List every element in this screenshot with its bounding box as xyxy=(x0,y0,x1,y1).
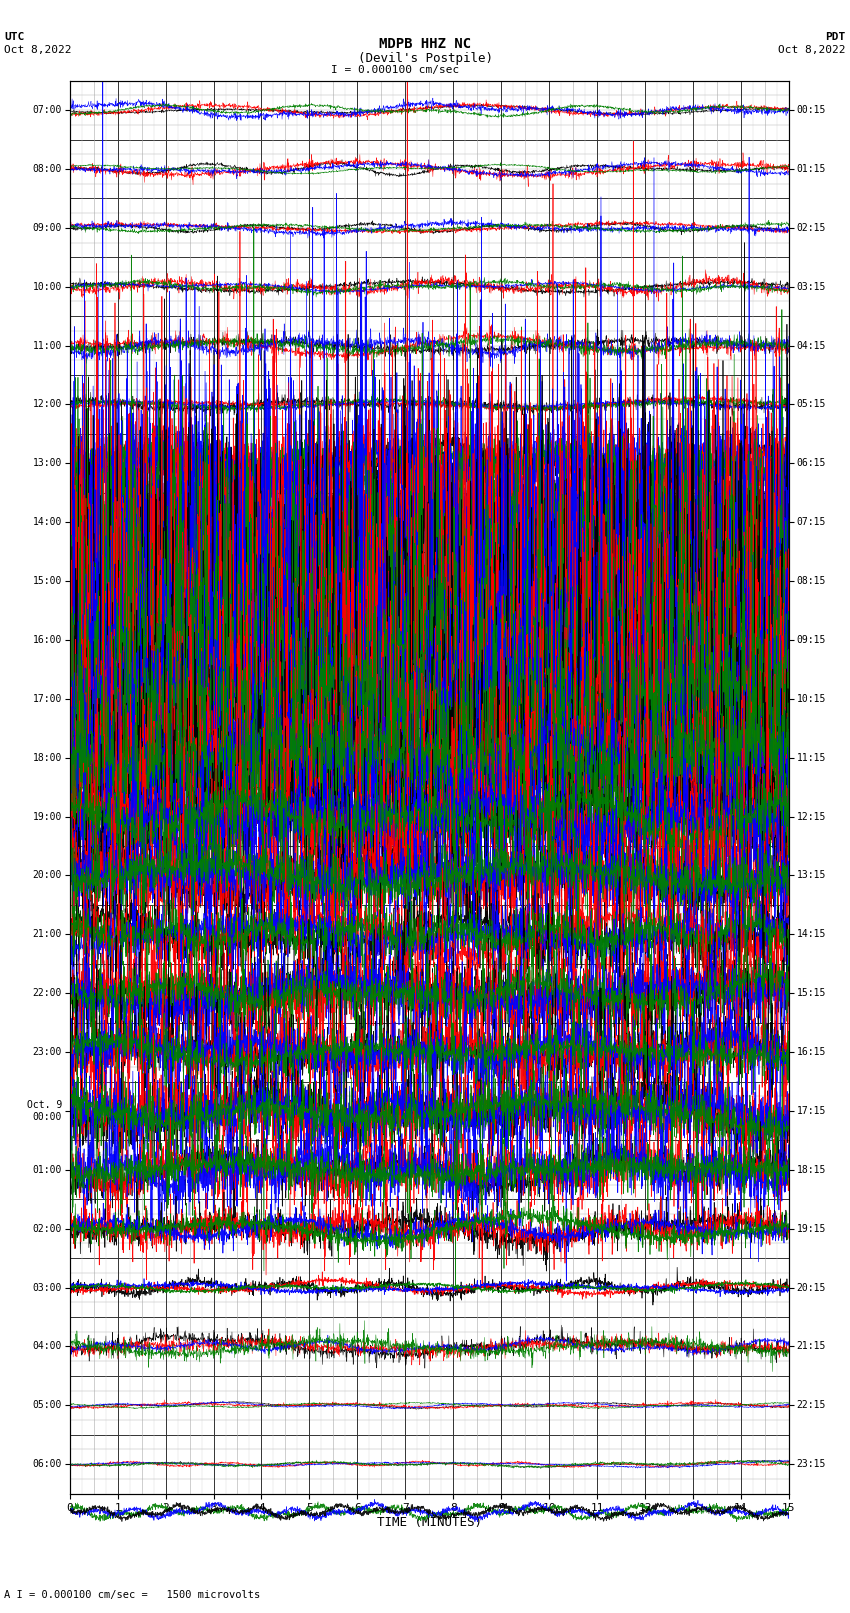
Text: UTC: UTC xyxy=(4,32,25,42)
Text: PDT: PDT xyxy=(825,32,846,42)
Text: Oct 8,2022: Oct 8,2022 xyxy=(4,45,71,55)
Text: MDPB HHZ NC: MDPB HHZ NC xyxy=(379,37,471,52)
Text: (Devil's Postpile): (Devil's Postpile) xyxy=(358,52,492,65)
X-axis label: TIME (MINUTES): TIME (MINUTES) xyxy=(377,1516,482,1529)
Text: I = 0.000100 cm/sec: I = 0.000100 cm/sec xyxy=(332,65,459,74)
Text: A I = 0.000100 cm/sec =   1500 microvolts: A I = 0.000100 cm/sec = 1500 microvolts xyxy=(4,1590,260,1600)
Text: Oct 8,2022: Oct 8,2022 xyxy=(779,45,846,55)
